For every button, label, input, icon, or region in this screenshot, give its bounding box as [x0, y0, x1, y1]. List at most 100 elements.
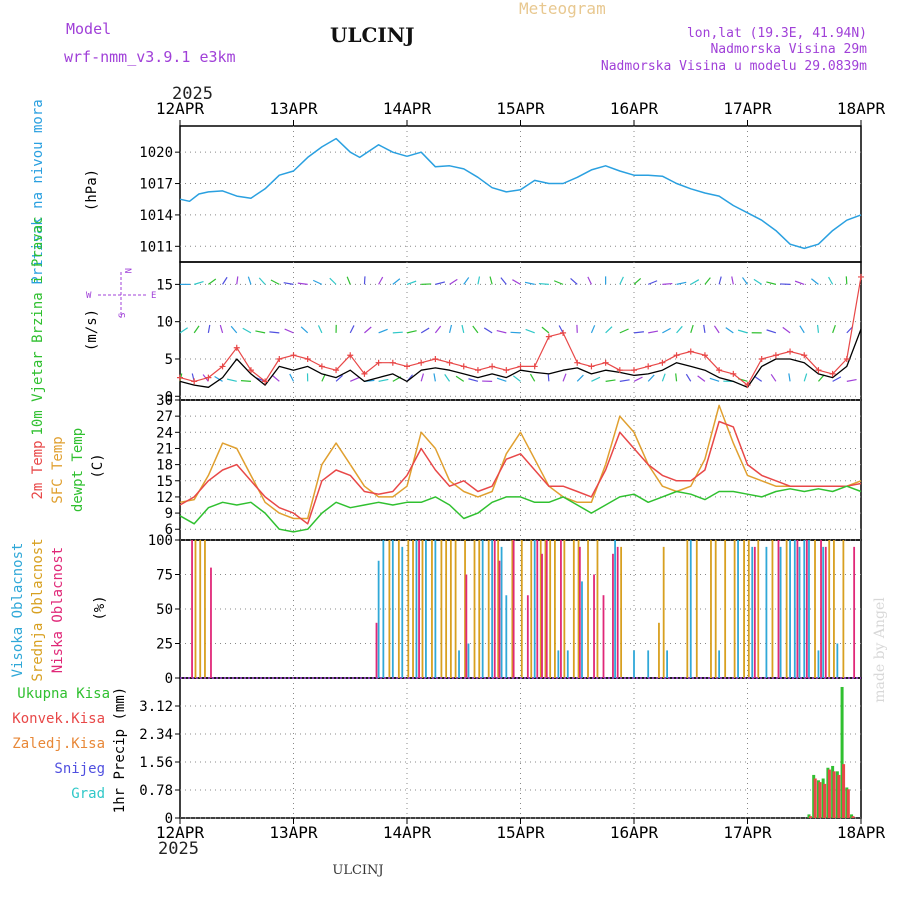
xtick-label-bottom: 15APR — [496, 823, 545, 842]
temp2m-line — [179, 420, 862, 525]
wind-gust-marker — [673, 352, 680, 359]
xtick-label-top: 18APR — [837, 99, 886, 118]
wind-barb — [214, 376, 223, 382]
ytick-label: 12 — [156, 490, 173, 506]
xtick-label-top: 14APR — [383, 99, 432, 118]
wind-barb — [449, 278, 458, 285]
footer-station: ULCINJ — [332, 863, 383, 878]
precip-bar — [823, 783, 827, 818]
wind-barb — [477, 276, 481, 285]
wind-barb — [647, 374, 655, 382]
wind-barb — [794, 280, 805, 285]
wind-barb — [489, 276, 493, 285]
wind-gust-marker — [659, 359, 666, 366]
xtick-label-bottom: 16APR — [610, 823, 659, 842]
xtick-label-top: 17APR — [723, 99, 772, 118]
wind-gust-marker — [616, 367, 623, 374]
wind-gust-marker — [304, 355, 311, 362]
wind-gust-marker — [375, 359, 382, 366]
wind-barb — [558, 325, 564, 334]
ytick-label: 25 — [156, 637, 173, 653]
wind-gust-marker — [517, 363, 524, 370]
xtick-label-bottom: 12APR — [156, 823, 205, 842]
high-cloud-label: Visoka Oblacnost — [10, 543, 26, 678]
ytick-label: 50 — [156, 602, 173, 618]
precip-bar — [840, 686, 844, 818]
wind-barb — [576, 374, 584, 382]
wind-barb — [828, 276, 834, 285]
wind-barb — [236, 276, 239, 285]
wind-gust-marker — [347, 352, 354, 359]
wind-barb — [227, 378, 237, 382]
wind-barb — [433, 373, 436, 382]
ytick-label: 5 — [165, 352, 173, 368]
wind-gust-marker — [801, 352, 808, 359]
wind-legend-e: E — [151, 291, 156, 301]
wind-gust-marker — [418, 359, 425, 366]
wind-barb — [496, 377, 507, 382]
wind-barb — [392, 278, 401, 285]
wind-gust-marker — [758, 355, 765, 362]
ytick-label: 15 — [156, 277, 173, 293]
ytick-label: 100 — [148, 533, 173, 549]
wind-gust-marker — [404, 363, 410, 370]
precip-bar — [827, 769, 831, 818]
wind-barb — [690, 279, 700, 285]
wind-title: 10m Vjetar Brzina i Pravac — [30, 216, 46, 435]
precip-bar — [837, 774, 841, 818]
wind-gust-marker — [191, 378, 198, 385]
wind-barb — [810, 278, 819, 285]
wind-gust-marker — [318, 363, 325, 370]
wind-barb — [444, 374, 451, 382]
wind-barb — [619, 379, 630, 382]
wind-barb — [832, 324, 836, 334]
wind-barb — [697, 375, 706, 382]
ytick-label: 27 — [156, 409, 173, 425]
wind-barb — [648, 330, 659, 334]
wind-barb — [193, 325, 200, 334]
wind-barb — [406, 330, 417, 334]
wind-gust-marker — [276, 355, 283, 362]
wind-barb — [283, 282, 294, 285]
wind-barb — [832, 376, 842, 382]
wind-gust-marker — [489, 363, 496, 370]
mid-cloud-label: Srednja Oblacnost — [30, 538, 46, 681]
wind-barb — [529, 373, 536, 382]
wind-barb — [538, 282, 549, 285]
wind-gust-marker — [219, 363, 226, 370]
wind-barb — [690, 324, 694, 334]
wind-barb — [799, 325, 805, 334]
wind-gust-marker — [333, 367, 340, 374]
wind-barb — [662, 327, 671, 334]
wind-gust-marker — [815, 367, 822, 374]
wind-gust-marker — [574, 359, 581, 366]
wind-barb — [676, 281, 687, 285]
wind-gust-marker — [730, 370, 737, 377]
xtick-label-top: 15APR — [496, 99, 545, 118]
ytick-label: 1020 — [139, 145, 173, 161]
wind-barb — [242, 327, 252, 334]
wind-barb — [662, 282, 673, 285]
xtick-label-bottom: 14APR — [383, 823, 432, 842]
wind-gust-marker — [262, 378, 269, 385]
wind-barb — [766, 329, 777, 334]
wind-barb — [378, 378, 389, 382]
wind-barb — [633, 376, 643, 382]
wind-gust-marker — [602, 359, 609, 366]
product-title: Meteogram — [519, 0, 606, 18]
precip-bar — [818, 782, 822, 818]
precip-bar — [813, 778, 817, 818]
wind-barb — [553, 280, 564, 285]
ytick-label: 0 — [165, 811, 173, 827]
wind-barb — [587, 276, 592, 285]
wind-barb — [496, 329, 507, 334]
precip-bar — [851, 816, 855, 818]
wind-barb — [317, 325, 323, 334]
legend-ukupna: Ukupna Kisa — [17, 686, 110, 702]
wind-gust-marker — [247, 367, 254, 374]
wind-barb — [448, 324, 453, 334]
wind-barb — [676, 325, 683, 334]
wind-barb — [335, 374, 344, 382]
wind-gust-marker — [474, 367, 481, 374]
wind-barb — [661, 373, 666, 382]
